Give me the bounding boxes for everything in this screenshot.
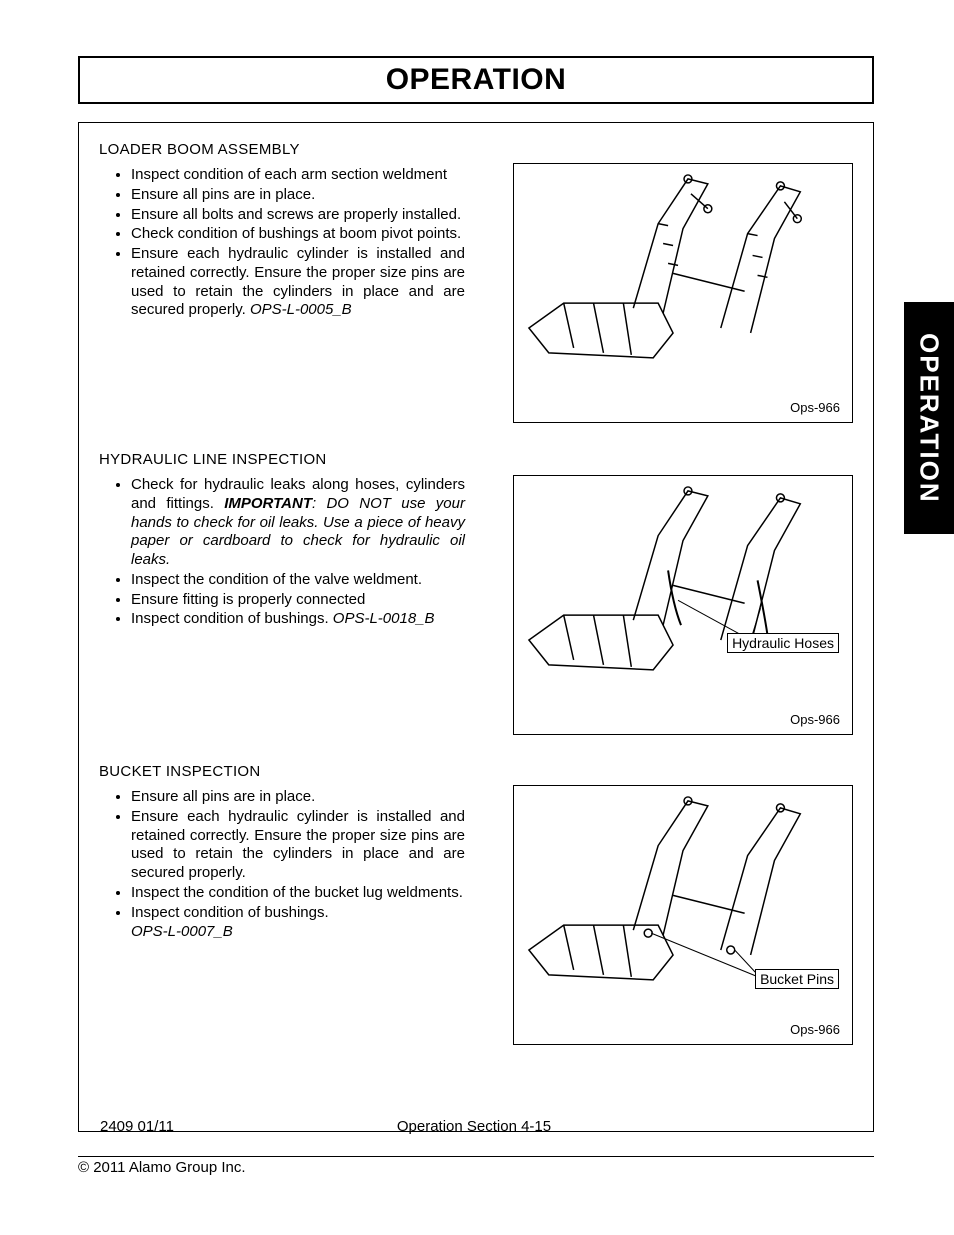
list-item: Ensure all pins are in place. (131, 186, 469, 205)
figure-caption: Ops-966 (514, 1020, 852, 1041)
figure-loader-boom: Ops-966 (513, 163, 853, 423)
footer-left: 2409 01/11 (100, 1118, 174, 1135)
trailing-code: OPS-L-0007_B (99, 923, 469, 940)
list-item: Check condition of bushings at boom pivo… (131, 225, 469, 244)
section-heading: LOADER BOOM ASSEMBLY (99, 141, 469, 158)
content-box: LOADER BOOM ASSEMBLY Inspect condition o… (78, 122, 874, 1132)
list-item: Ensure each hydraulic cylinder is instal… (131, 245, 469, 320)
figure-caption: Ops-966 (514, 398, 852, 419)
section-heading: BUCKET INSPECTION (99, 763, 469, 780)
callout-hydraulic-hoses: Hydraulic Hoses (727, 633, 839, 653)
list-item: Ensure fitting is properly connected (131, 591, 469, 610)
list-item: Ensure all pins are in place. (131, 788, 469, 807)
list-item: Inspect the condition of the bucket lug … (131, 884, 469, 903)
copyright: © 2011 Alamo Group Inc. (78, 1156, 874, 1176)
list-item: Inspect condition of each arm section we… (131, 166, 469, 185)
side-tab-label: OPERATION (914, 333, 945, 504)
list-item: Inspect condition of bushings. (131, 904, 469, 923)
section-heading: HYDRAULIC LINE INSPECTION (99, 451, 469, 468)
list-item: Check for hydraulic leaks along hoses, c… (131, 476, 469, 570)
list-item: Inspect condition of bushings. OPS-L-001… (131, 610, 469, 629)
bullet-list: Ensure all pins are in place.Ensure each… (99, 788, 469, 922)
section-hydraulic: HYDRAULIC LINE INSPECTION Check for hydr… (99, 451, 469, 630)
footer: 2409 01/11 Operation Section 4-15 (100, 1118, 854, 1135)
text-column: Ensure all pins are in place.Ensure each… (99, 788, 469, 940)
copyright-text: © 2011 Alamo Group Inc. (78, 1159, 246, 1176)
list-item: Ensure each hydraulic cylinder is instal… (131, 808, 469, 883)
page-title-box: OPERATION (78, 56, 874, 104)
figure-hydraulic: Ops-966 (513, 475, 853, 735)
list-item: Ensure all bolts and screws are properly… (131, 206, 469, 225)
figure-caption: Ops-966 (514, 710, 852, 731)
bullet-list: Check for hydraulic leaks along hoses, c… (99, 476, 469, 629)
bullet-list: Inspect condition of each arm section we… (99, 166, 469, 320)
loader-diagram-icon (514, 164, 852, 398)
page-container: OPERATION LOADER BOOM ASSEMBLY Inspect c… (78, 56, 874, 1151)
side-tab: OPERATION (904, 302, 954, 534)
text-column: Check for hydraulic leaks along hoses, c… (99, 476, 469, 629)
figure-bucket: Ops-966 (513, 785, 853, 1045)
text-column: Inspect condition of each arm section we… (99, 166, 469, 320)
loader-diagram-icon (514, 476, 852, 710)
callout-bucket-pins: Bucket Pins (755, 969, 839, 989)
list-item: Inspect the condition of the valve weldm… (131, 571, 469, 590)
footer-center: Operation Section 4-15 (174, 1118, 774, 1135)
section-bucket: BUCKET INSPECTION Ensure all pins are in… (99, 763, 469, 940)
section-loader-boom: LOADER BOOM ASSEMBLY Inspect condition o… (99, 141, 469, 321)
page-title: OPERATION (386, 63, 567, 97)
